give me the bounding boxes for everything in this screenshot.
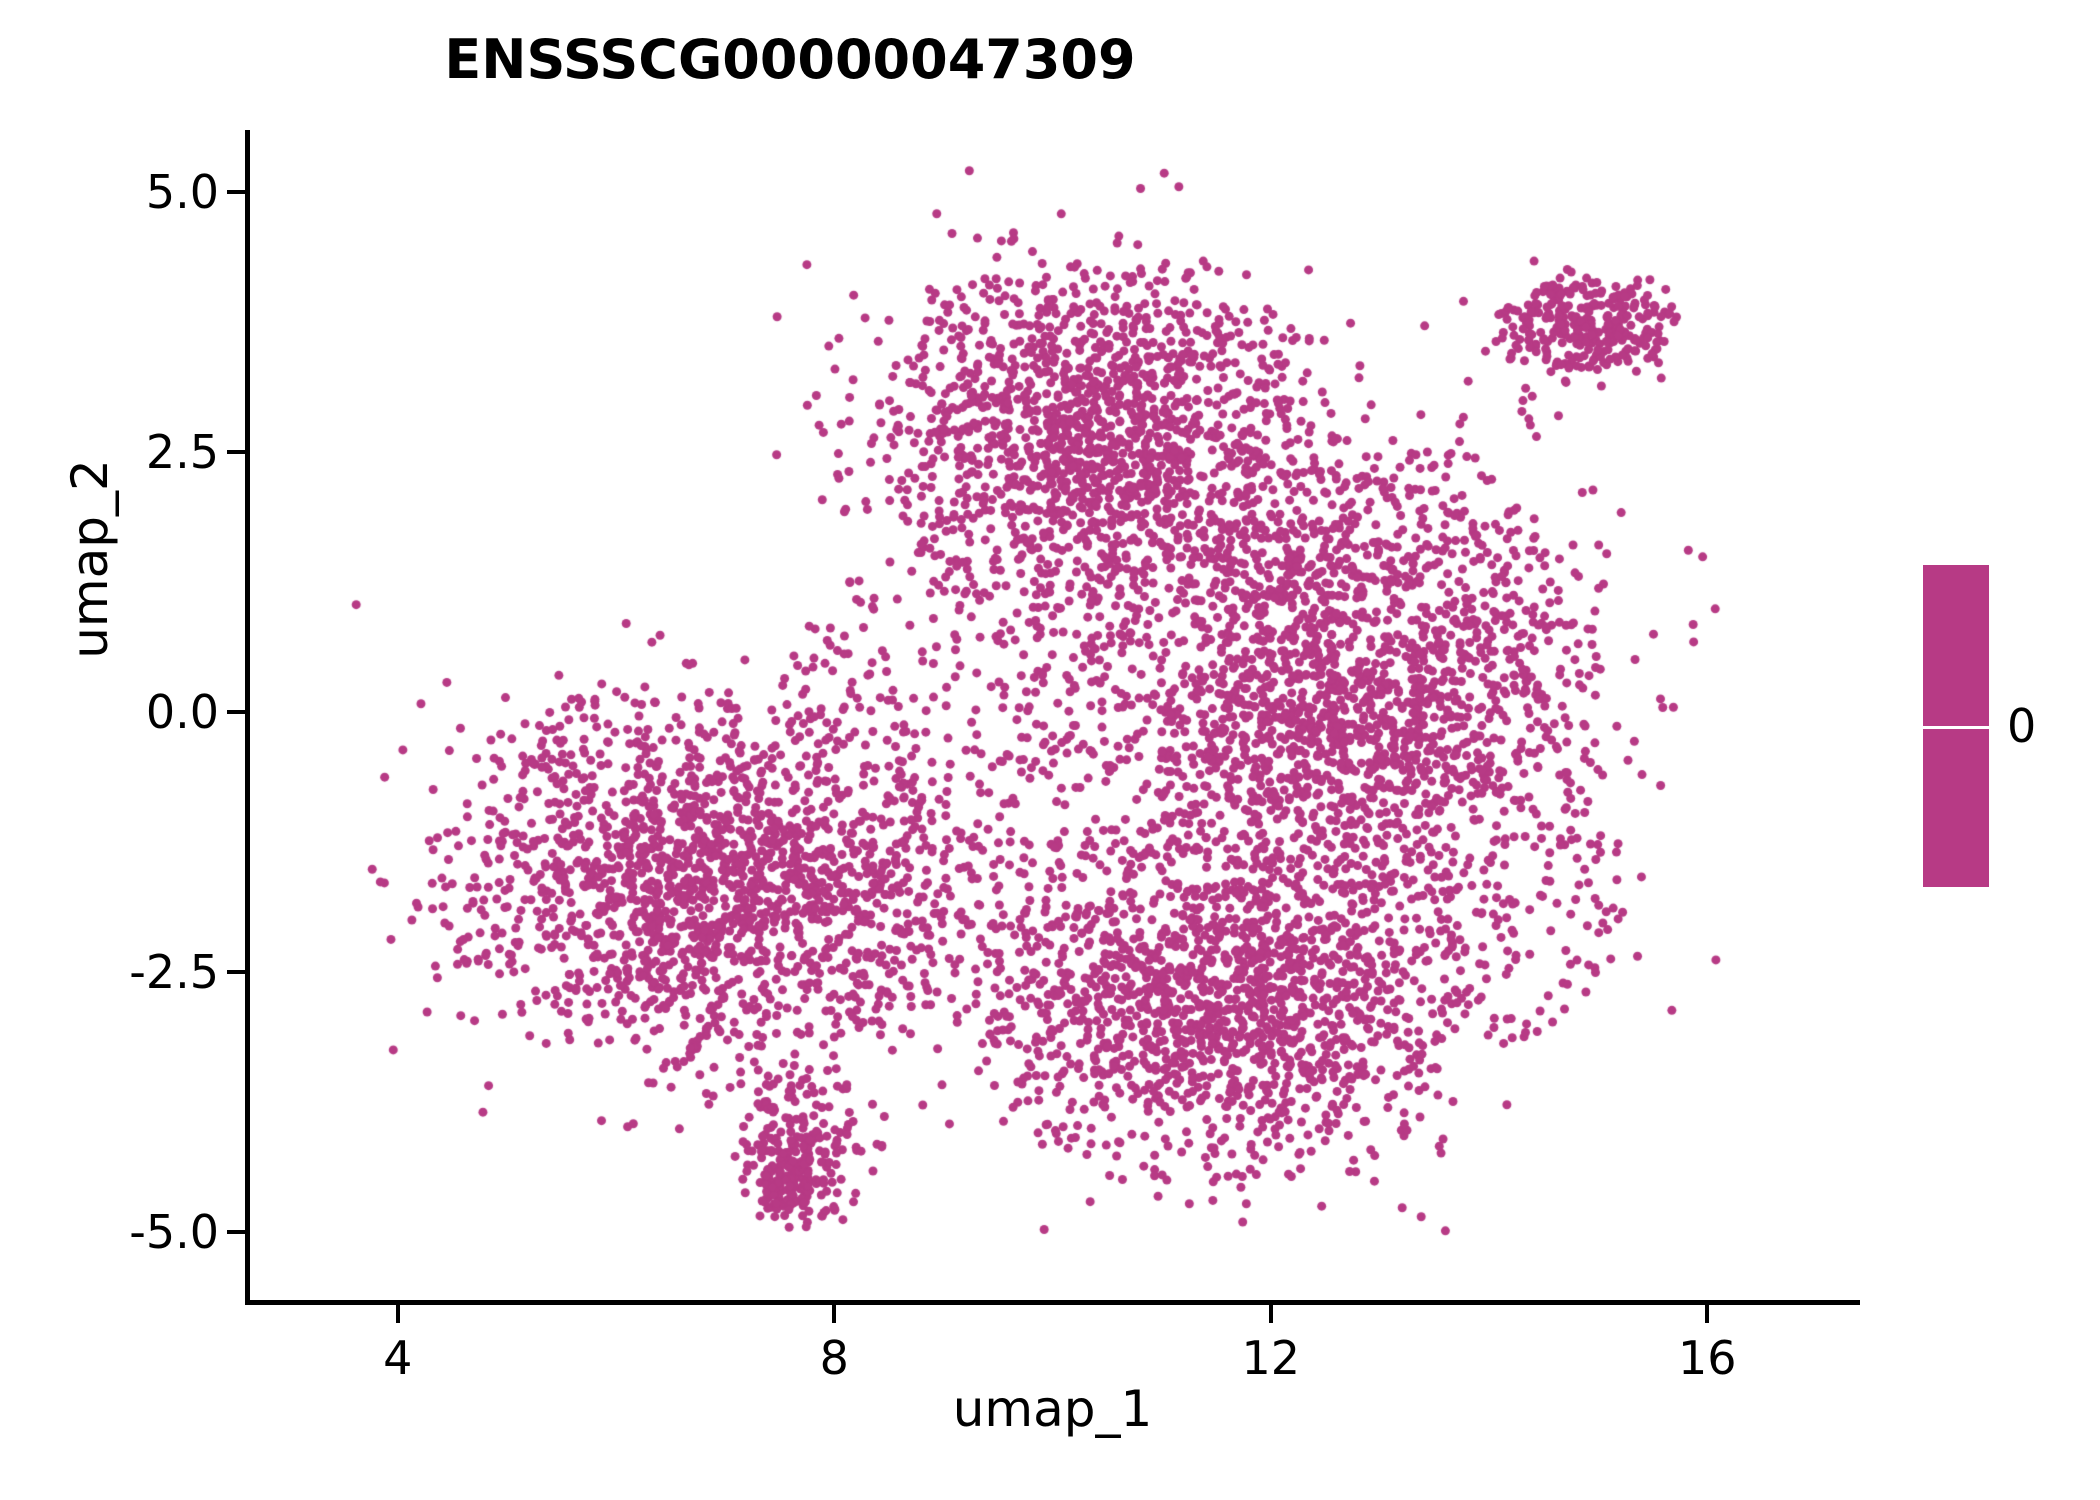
colorbar: 0 [1923,565,2083,887]
y-tick-mark [227,190,245,195]
x-tick-label: 8 [819,1331,849,1385]
y-tick-mark [227,970,245,975]
x-tick-mark [1268,1305,1273,1323]
y-tick-label: 0.0 [145,685,219,740]
x-tick-mark [1705,1305,1710,1323]
y-tick-label: -2.5 [129,945,219,1000]
x-tick-label: 4 [383,1331,413,1385]
colorbar-gradient [1923,565,1989,887]
scatter-points-layer [245,130,1860,1305]
y-tick-label: 2.5 [145,425,219,480]
colorbar-tick-mark [1923,726,1989,729]
plot-axes: 5.0 2.5 0.0 -2.5 -5.0 4 8 12 16 [129,130,1860,1385]
x-axis-label: umap_1 [952,1380,1153,1438]
x-tick-mark [832,1305,837,1323]
y-tick-label: -5.0 [129,1205,219,1260]
y-tick-mark [227,1230,245,1235]
y-tick-mark [227,450,245,455]
page-title: ENSSSCG00000047309 [444,28,1136,91]
y-tick-mark [227,710,245,715]
y-axis-spine [245,130,250,1305]
x-axis-spine [245,1300,1860,1305]
x-tick-label: 12 [1241,1331,1301,1385]
colorbar-tick-label: 0 [2007,699,2037,753]
x-tick-label: 16 [1677,1331,1737,1385]
x-tick-mark [395,1305,400,1323]
y-tick-label: 5.0 [145,165,219,220]
y-axis-label: umap_2 [61,459,119,659]
